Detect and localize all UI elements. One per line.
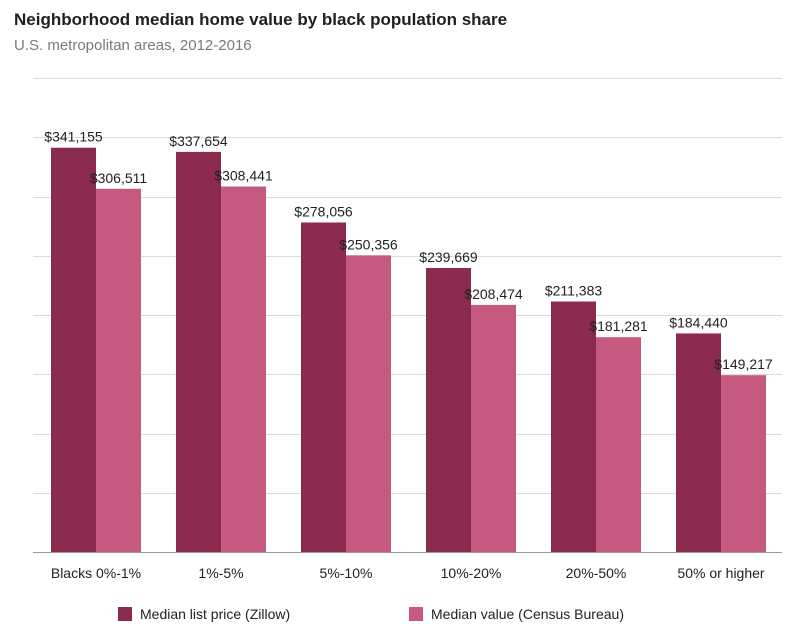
bar-chart: $341,155 $306,511 $337,654 $308,441 $278,056… (33, 78, 782, 581)
x-tick-label-2: 5%-10% (320, 565, 373, 581)
bar-zillow-0 (51, 147, 96, 552)
x-tick-label-4: 20%-50% (566, 565, 627, 581)
data-label-zillow-4: $211,383 (545, 283, 603, 299)
bar-census-1 (221, 186, 266, 552)
legend-label-zillow: Median list price (Zillow) (140, 606, 291, 622)
data-label-zillow-0: $341,155 (44, 129, 103, 145)
x-tick-label-1: 1%-5% (198, 565, 243, 581)
chart-title: Neighborhood median home value by black … (14, 10, 508, 29)
data-label-zillow-2: $278,056 (294, 204, 353, 220)
data-label-zillow-5: $184,440 (669, 314, 728, 330)
data-label-census-0: $306,511 (90, 170, 148, 186)
bar-census-4 (596, 337, 641, 552)
bar-zillow-2 (301, 222, 346, 552)
x-tick-label-0: Blacks 0%-1% (51, 565, 141, 581)
gridlines (33, 78, 782, 553)
legend-swatch-census (409, 607, 423, 621)
legend-item-census: Median value (Census Bureau) (409, 606, 624, 622)
bar-zillow-5 (676, 333, 721, 552)
x-axis-labels: Blacks 0%-1% 1%-5% 5%-10% 10%-20% 20%-50% 50%… (51, 565, 765, 581)
bar-zillow-3 (426, 267, 471, 552)
chart-subtitle: U.S. metropolitan areas, 2012-2016 (14, 37, 252, 54)
data-labels: $341,155 $306,511 $337,654 $308,441 $278,056… (44, 129, 773, 372)
bar-census-5 (721, 375, 766, 552)
bar-zillow-4 (551, 301, 596, 552)
data-label-census-5: $149,217 (714, 356, 773, 372)
legend-swatch-zillow (118, 607, 132, 621)
data-label-zillow-1: $337,654 (169, 133, 228, 149)
bar-census-0 (96, 188, 141, 552)
data-label-census-3: $208,474 (464, 286, 523, 302)
x-tick-label-3: 10%-20% (441, 565, 502, 581)
legend-item-zillow: Median list price (Zillow) (118, 606, 290, 622)
bar-zillow-1 (176, 151, 221, 552)
bars (51, 147, 766, 553)
bar-census-2 (346, 255, 391, 553)
data-label-zillow-3: $239,669 (419, 249, 478, 265)
x-tick-label-5: 50% or higher (677, 565, 765, 581)
legend-label-census: Median value (Census Bureau) (431, 606, 624, 622)
data-label-census-4: $181,281 (589, 318, 648, 334)
data-label-census-2: $250,356 (339, 236, 398, 252)
bar-census-3 (471, 304, 516, 552)
data-label-census-1: $308,441 (214, 167, 273, 183)
